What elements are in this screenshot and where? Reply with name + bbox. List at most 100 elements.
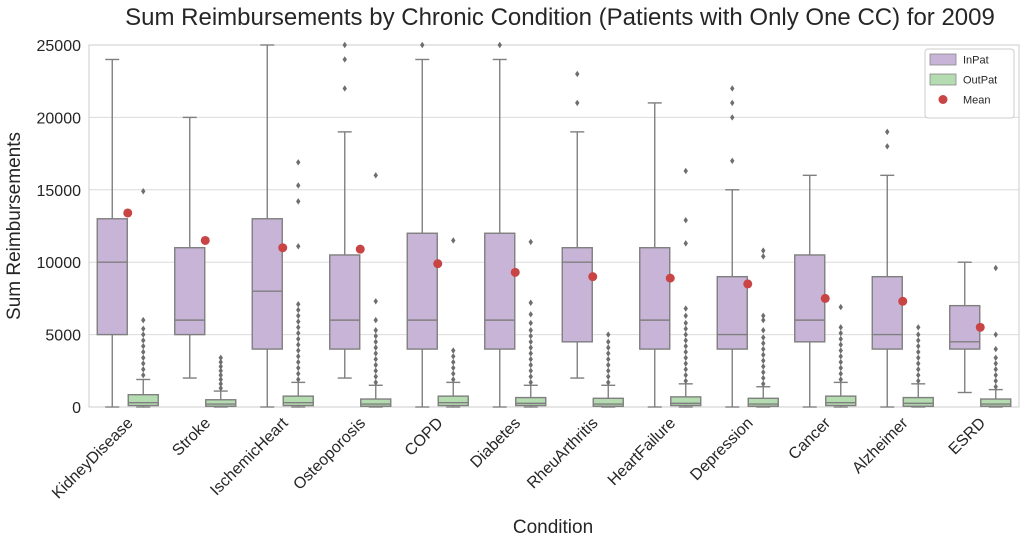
- outlier-point: [730, 114, 735, 121]
- y-tick-label: 0: [72, 400, 81, 417]
- outlier-point: [683, 312, 688, 319]
- mean-marker-diabetes: [510, 267, 520, 277]
- x-tick-label: IschemicHeart: [207, 414, 292, 499]
- outlier-point: [373, 172, 378, 179]
- box-inpat-depression: [716, 85, 748, 408]
- outlier-point: [606, 331, 611, 338]
- outlier-point: [761, 345, 766, 353]
- box-iqr: [360, 398, 392, 407]
- outlier-point: [296, 358, 301, 366]
- outlier-point: [916, 331, 921, 338]
- x-tick-label: ESRD: [946, 415, 989, 458]
- box-iqr: [251, 218, 283, 350]
- outlier-point: [838, 353, 843, 360]
- box-iqr: [716, 275, 748, 350]
- outlier-point: [730, 99, 735, 107]
- box-inpat-stroke: [174, 116, 206, 379]
- box-iqr: [871, 275, 903, 350]
- outlier-point: [373, 356, 378, 363]
- y-tick-label: 5000: [45, 328, 81, 345]
- outlier-point: [296, 198, 301, 205]
- box-iqr: [747, 397, 779, 407]
- outlier-point: [683, 337, 688, 344]
- outlier-point: [528, 238, 533, 246]
- box-outpat-ischemicheart: [282, 159, 314, 408]
- box-iqr: [96, 218, 128, 336]
- mean-marker-cancer: [820, 293, 830, 303]
- outlier-point: [451, 237, 456, 244]
- box-iqr: [670, 396, 702, 407]
- box-iqr: [329, 254, 361, 350]
- box-iqr: [561, 247, 593, 343]
- box-iqr: [980, 398, 1012, 407]
- box-iqr: [825, 395, 857, 407]
- outlier-point: [528, 332, 533, 340]
- box-outpat-esrd: [980, 264, 1012, 408]
- outlier-point: [885, 128, 890, 136]
- outlier-point: [838, 364, 843, 372]
- outlier-point: [373, 373, 378, 380]
- outlier-point: [606, 344, 611, 351]
- box-iqr: [174, 247, 206, 336]
- outlier-point: [218, 380, 223, 388]
- box-inpat-diabetes: [484, 41, 516, 408]
- outlier-point: [916, 354, 921, 361]
- outlier-point: [993, 383, 998, 390]
- x-tick-label: Osteoporosis: [290, 415, 369, 494]
- outlier-point: [451, 370, 456, 377]
- outlier-point: [141, 354, 146, 361]
- outlier-point: [218, 358, 223, 366]
- legend-swatch-outpat: [929, 73, 957, 86]
- outlier-point: [761, 312, 766, 319]
- x-tick-label: COPD: [402, 415, 447, 460]
- outlier-point: [993, 345, 998, 353]
- outlier-point: [141, 325, 146, 333]
- outlier-point: [683, 305, 688, 312]
- x-axis-label: Condition: [513, 517, 593, 538]
- x-axis-ticks: KidneyDisease StrokeIschemicHeartOsteopor…: [49, 414, 989, 502]
- x-tick-label: Depression: [687, 415, 756, 484]
- y-tick-label: 20000: [37, 110, 82, 127]
- outlier-point: [141, 366, 146, 373]
- chart-title: Sum Reimbursements by Chronic Condition …: [125, 4, 995, 31]
- outlier-point: [838, 341, 843, 348]
- box-inpat-cancer: [794, 174, 826, 408]
- outlier-point: [683, 240, 688, 247]
- box-iqr: [127, 393, 159, 407]
- outlier-point: [296, 347, 301, 354]
- outlier-point: [528, 344, 533, 351]
- outlier-point: [606, 379, 611, 386]
- box-iqr: [902, 396, 934, 407]
- outlier-point: [451, 353, 456, 360]
- outlier-point: [296, 243, 301, 250]
- y-tick-label: 25000: [37, 38, 82, 55]
- mean-marker-esrd: [975, 322, 985, 332]
- outlier-point: [141, 331, 146, 338]
- box-inpat-kidneydisease: [96, 58, 128, 408]
- outlier-point: [373, 379, 378, 386]
- box-iqr: [484, 232, 516, 350]
- mean-marker-osteoporosis: [355, 244, 365, 254]
- outlier-point: [838, 358, 843, 366]
- mean-marker-stroke: [200, 235, 210, 245]
- outlier-point: [141, 360, 146, 367]
- box-iqr: [437, 395, 469, 407]
- outlier-point: [683, 348, 688, 356]
- outlier-point: [993, 366, 998, 373]
- outlier-point: [606, 350, 611, 357]
- outlier-point: [683, 331, 688, 338]
- outlier-point: [683, 342, 688, 350]
- outlier-point: [683, 217, 688, 224]
- outlier-point: [838, 335, 843, 343]
- outlier-point: [373, 327, 378, 334]
- outlier-point: [451, 347, 456, 354]
- outlier-point: [497, 41, 502, 49]
- outlier-point: [373, 332, 378, 340]
- x-tick-label: RheuArthritis: [524, 415, 601, 492]
- mean-marker-copd: [433, 259, 443, 269]
- box-inpat-alzheimer: [871, 128, 903, 408]
- outlier-point: [296, 341, 301, 348]
- y-axis-ticks: 0 5000 10000 15000 20000 25000: [37, 38, 82, 417]
- outlier-point: [141, 371, 146, 379]
